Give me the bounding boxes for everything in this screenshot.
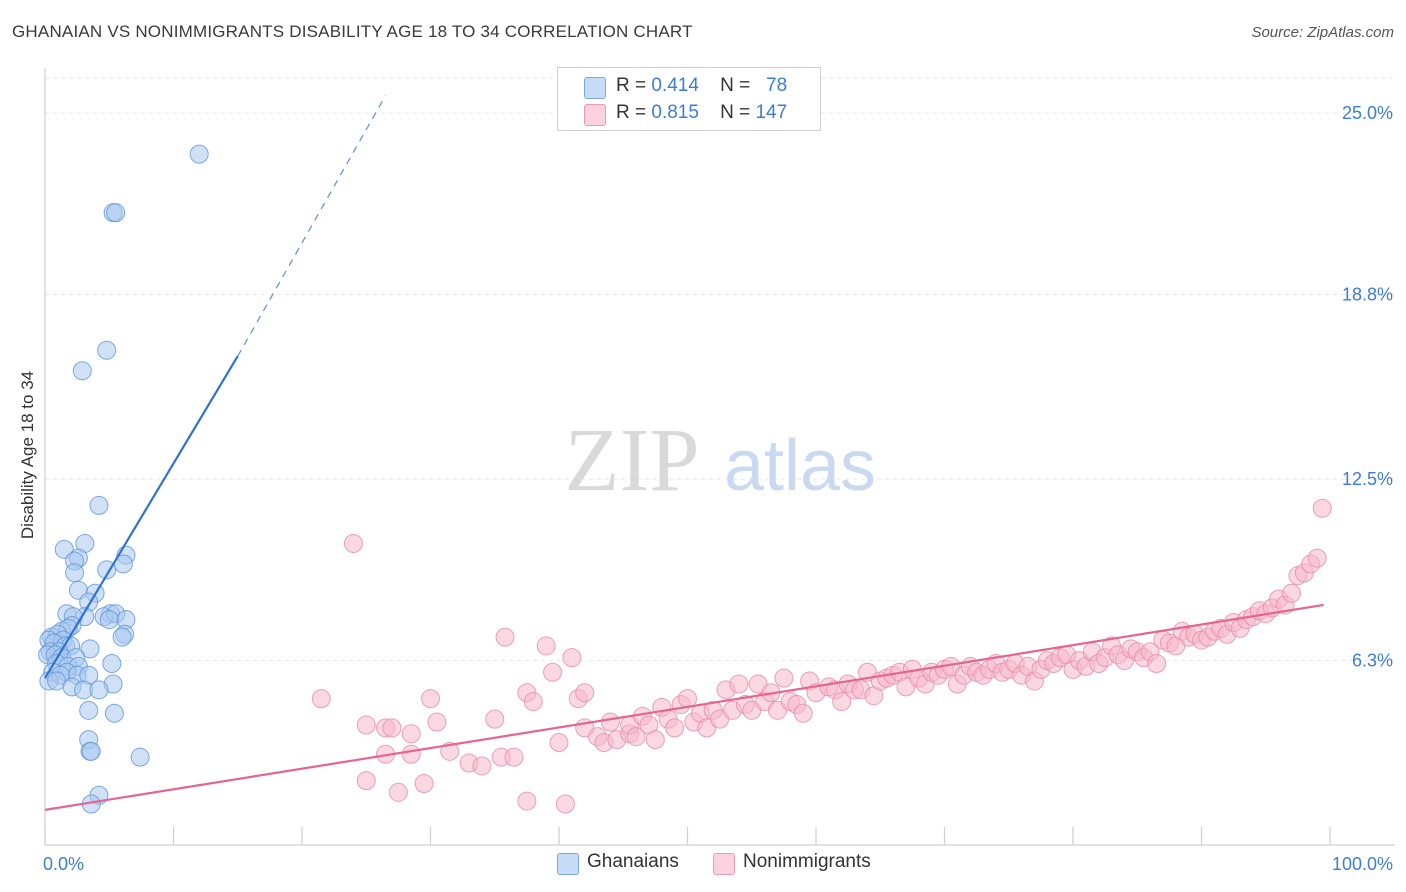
data-point-nonimmigrants (600, 712, 620, 732)
data-point-nonimmigrants (485, 709, 505, 729)
data-point-nonimmigrants (414, 774, 434, 794)
source-credit: Source: ZipAtlas.com (1251, 24, 1394, 41)
trend-line-ghanaians (44, 355, 239, 679)
data-point-nonimmigrants (1312, 498, 1332, 518)
y-tick-label: 12.5% (1342, 469, 1393, 489)
data-point-ghanaians (102, 653, 122, 673)
data-point-nonimmigrants (645, 730, 665, 750)
data-point-ghanaians (189, 144, 209, 164)
correlation-legend: R = 0.414 N = 78 R = 0.815 N = 147 (557, 67, 821, 131)
data-point-nonimmigrants (729, 674, 749, 694)
legend-n-label: N = (720, 75, 751, 96)
data-point-ghanaians (106, 203, 126, 223)
data-point-nonimmigrants (495, 627, 515, 647)
watermark: ZIP atlas (565, 411, 877, 510)
data-point-nonimmigrants (356, 715, 376, 735)
tick-labels: 6.3% 12.5% 18.8% 25.0% 0.0% 100.0% (43, 103, 1393, 874)
data-point-ghanaians (97, 560, 117, 580)
legend-r-value: 0.815 (651, 102, 699, 123)
chart-title: GHANAIAN VS NONIMMIGRANTS DISABILITY AGE… (12, 22, 693, 41)
data-point-nonimmigrants (401, 744, 421, 764)
data-point-ghanaians (80, 639, 100, 659)
trend-line-nonimmigrants (44, 603, 1324, 811)
trend-line-ghanaians-extension (237, 95, 387, 357)
data-point-ghanaians (65, 563, 85, 583)
data-point-nonimmigrants (555, 794, 575, 814)
data-point-nonimmigrants (427, 712, 447, 732)
watermark-zip: ZIP (565, 411, 700, 510)
legend-r-label: R = (616, 75, 647, 96)
legend-n-value: 78 (766, 75, 788, 96)
data-point-ghanaians (81, 741, 101, 761)
data-point-nonimmigrants (356, 771, 376, 791)
data-point-nonimmigrants (562, 648, 582, 668)
legend-swatch-nonimmigrants (584, 104, 606, 126)
data-point-nonimmigrants (774, 668, 794, 688)
trend-lines (44, 95, 1324, 811)
bottom-legend-swatch-nonimmigrants (713, 853, 735, 875)
data-point-ghanaians (130, 747, 150, 767)
watermark-atlas: atlas (724, 426, 876, 506)
data-point-ghanaians (89, 680, 109, 700)
data-point-ghanaians (72, 361, 92, 381)
legend-r-label: R = (616, 102, 647, 123)
data-point-nonimmigrants (1147, 653, 1167, 673)
data-point-nonimmigrants (504, 747, 524, 767)
legend-n-value: 147 (755, 102, 788, 123)
data-point-nonimmigrants (665, 718, 685, 738)
data-point-ghanaians (89, 495, 109, 515)
bottom-legend-label-ghanaians: Ghanaians (587, 851, 679, 872)
data-point-ghanaians (112, 627, 132, 647)
data-point-nonimmigrants (401, 724, 421, 744)
data-point-nonimmigrants (1307, 548, 1327, 568)
data-point-nonimmigrants (1281, 583, 1301, 603)
data-point-ghanaians (79, 700, 99, 720)
data-point-nonimmigrants (523, 692, 543, 712)
data-point-nonimmigrants (343, 533, 363, 553)
y-tick-label: 18.8% (1342, 285, 1393, 305)
data-point-ghanaians (104, 703, 124, 723)
bottom-legend-swatch-ghanaians (557, 853, 579, 875)
data-point-ghanaians (97, 340, 117, 360)
data-point-nonimmigrants (832, 692, 852, 712)
legend-swatch-ghanaians (584, 77, 606, 99)
data-point-nonimmigrants (626, 727, 646, 747)
data-point-nonimmigrants (536, 636, 556, 656)
data-point-nonimmigrants (793, 703, 813, 723)
axes (44, 68, 1395, 846)
data-point-nonimmigrants (472, 756, 492, 776)
y-tick-label: 6.3% (1352, 651, 1393, 671)
data-point-nonimmigrants (388, 782, 408, 802)
bottom-legend-label-nonimmigrants: Nonimmigrants (743, 851, 871, 872)
x-tick-label: 0.0% (43, 854, 84, 874)
legend-n-label: N = (720, 102, 751, 123)
nonimmigrants-points (311, 498, 1332, 814)
data-point-nonimmigrants (311, 689, 331, 709)
legend-r-value: 0.414 (651, 75, 699, 96)
data-point-nonimmigrants (382, 718, 402, 738)
data-point-nonimmigrants (543, 662, 563, 682)
data-point-nonimmigrants (421, 689, 440, 709)
y-tick-label: 25.0% (1342, 103, 1393, 123)
ghanaians-points (38, 144, 209, 814)
data-point-nonimmigrants (517, 791, 537, 811)
data-point-nonimmigrants (549, 733, 569, 753)
data-point-nonimmigrants (575, 683, 595, 703)
x-tick-label: 100.0% (1332, 854, 1393, 874)
data-point-ghanaians (99, 610, 119, 630)
grid-lines (45, 77, 1395, 662)
